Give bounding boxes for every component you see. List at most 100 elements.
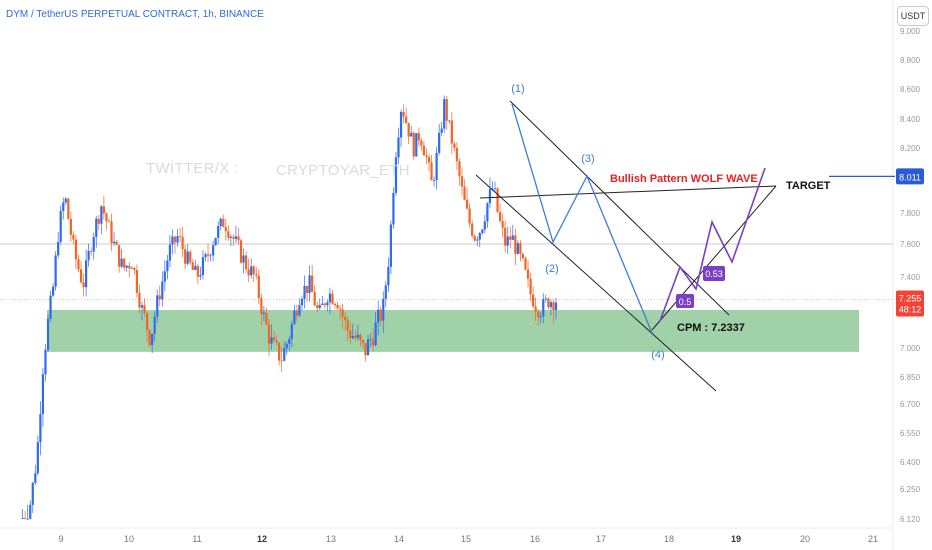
- candle-body: [435, 152, 438, 181]
- badge-0-5-text: 0.5: [679, 297, 692, 307]
- candle-body: [34, 473, 37, 483]
- candle-body: [526, 269, 530, 279]
- x-tick-label: 19: [731, 534, 741, 544]
- candle-body: [481, 229, 484, 234]
- candle-body: [143, 305, 146, 314]
- candle-body: [389, 224, 392, 267]
- candle-body: [338, 308, 342, 310]
- candle-body: [214, 237, 217, 246]
- candle-body: [506, 236, 509, 246]
- wave-label-wave3: (3): [581, 153, 594, 165]
- candle-body: [270, 337, 273, 344]
- candle-body: [69, 219, 72, 235]
- candle-body: [509, 236, 512, 240]
- candle-body: [224, 227, 227, 232]
- candle-body: [440, 128, 443, 133]
- candle-body: [184, 249, 187, 264]
- y-tick-label: 6.850: [900, 373, 921, 382]
- x-tick-label: 13: [326, 534, 336, 544]
- candle-body: [300, 298, 304, 306]
- candle-body: [318, 304, 321, 308]
- candle-body: [133, 267, 136, 270]
- channel-upper-line: [509, 100, 730, 316]
- x-tick-label: 9: [58, 534, 63, 544]
- candle-body: [445, 99, 448, 121]
- candle-body: [85, 260, 88, 288]
- candle-body: [547, 298, 550, 308]
- candle-body: [265, 312, 268, 325]
- x-tick-label: 16: [530, 534, 540, 544]
- candle-body: [465, 199, 469, 209]
- badge-0-53-text: 0.53: [705, 269, 723, 279]
- candle-body: [303, 285, 306, 299]
- current-price-text: 7.255: [899, 293, 922, 303]
- candle-body: [473, 235, 476, 241]
- candle-body: [384, 285, 387, 299]
- candle-body: [407, 122, 410, 137]
- candle-body: [130, 267, 133, 269]
- candle-body: [181, 236, 184, 250]
- y-tick-label: 6.250: [900, 485, 921, 494]
- candle-body: [341, 309, 344, 317]
- chart-title: DYM / TetherUS PERPETUAL CONTRACT, 1h, B…: [6, 9, 264, 20]
- candle-body: [346, 319, 349, 331]
- candle-body: [44, 349, 47, 375]
- candle-body: [516, 243, 519, 254]
- currency-selector[interactable]: USDT: [897, 6, 929, 26]
- candle-body: [410, 132, 413, 137]
- y-tick-label: 9.000: [900, 27, 921, 36]
- candle-body: [290, 323, 293, 340]
- candle-body: [118, 244, 121, 267]
- candle-body: [344, 316, 347, 320]
- candle-body: [552, 302, 555, 310]
- candle-body: [427, 156, 431, 163]
- candle-body: [125, 265, 128, 268]
- badge-0-5: [676, 294, 694, 308]
- candle-body: [49, 295, 52, 319]
- candle-body: [245, 255, 248, 270]
- x-tick-label: 18: [664, 534, 674, 544]
- y-tick-label: 6.400: [900, 458, 921, 467]
- candle-body: [123, 258, 126, 268]
- y-tick-label: 7.800: [900, 209, 921, 218]
- candle-body: [112, 241, 116, 244]
- y-tick-label: 8.600: [900, 85, 921, 94]
- candle-body: [87, 250, 90, 261]
- x-tick-label: 14: [394, 534, 404, 544]
- current-price-tag: [896, 290, 924, 317]
- candle-body: [275, 340, 278, 343]
- candle-body: [260, 298, 263, 315]
- y-tick-label: 6.550: [900, 429, 921, 438]
- y-tick-label: 6.120: [900, 515, 921, 524]
- candle-body: [107, 221, 111, 223]
- candle-body: [158, 295, 161, 300]
- candle-body: [272, 337, 276, 341]
- candle-body: [186, 251, 189, 264]
- candle-body: [496, 188, 499, 212]
- target-price-text: 8.011: [899, 172, 921, 182]
- candle-body: [488, 189, 492, 204]
- candle-body: [313, 291, 316, 306]
- candle-body: [463, 186, 466, 200]
- candle-body: [46, 318, 50, 350]
- candle-body: [316, 305, 319, 308]
- candle-body: [366, 339, 370, 356]
- candle-body: [166, 260, 169, 272]
- candle-body: [476, 239, 479, 241]
- x-tick-label: 12: [257, 534, 267, 544]
- candle-body: [148, 330, 151, 346]
- watermark-left: TWİTTER/X :: [146, 160, 239, 177]
- candle-body: [399, 111, 403, 138]
- candle-body: [199, 275, 202, 277]
- candle-body: [168, 244, 172, 261]
- wolf-target-line: [651, 185, 777, 331]
- target-label: TARGET: [786, 180, 831, 192]
- candle-body: [288, 339, 291, 344]
- candle-body: [262, 312, 265, 315]
- candle-body: [372, 339, 375, 346]
- candle-body: [227, 231, 230, 238]
- x-tick-label: 15: [461, 534, 471, 544]
- cpm-label: CPM : 7.2337: [677, 322, 745, 334]
- countdown-text: 48:12: [899, 304, 922, 314]
